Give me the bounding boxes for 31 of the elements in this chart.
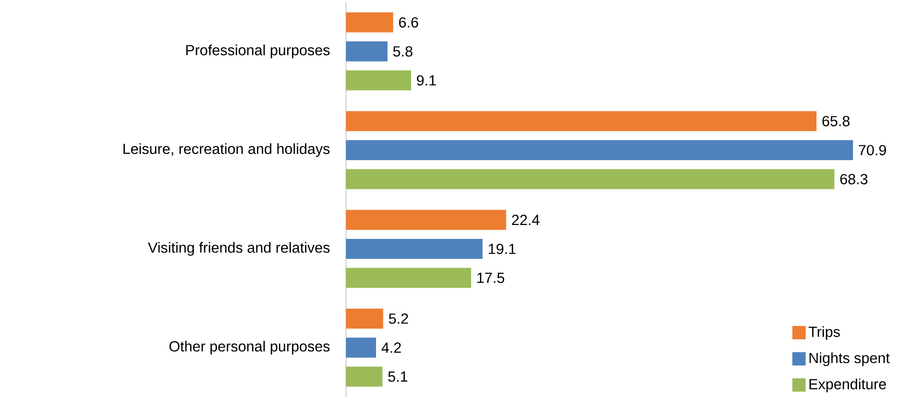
bar	[346, 12, 394, 32]
y-tick-label: Other personal purposes	[169, 340, 330, 354]
bar	[346, 111, 817, 132]
bar	[346, 238, 483, 259]
data-label: 70.9	[858, 144, 886, 156]
data-label: 9.1	[416, 75, 436, 86]
bar	[346, 169, 834, 190]
data-label: 5.1	[388, 372, 408, 382]
bar	[346, 210, 506, 230]
bar	[346, 338, 376, 358]
bar	[346, 70, 412, 90]
y-tick-label: Visiting friends and relatives	[148, 242, 330, 256]
legend-label: Expenditure	[810, 378, 886, 392]
bar	[346, 268, 472, 288]
bar	[346, 41, 388, 62]
data-label: 4.2	[382, 342, 401, 353]
data-label: 17.5	[477, 272, 504, 283]
bar	[346, 140, 853, 160]
bar	[346, 308, 384, 329]
y-tick-label: Leisure, recreation and holidays	[123, 143, 330, 157]
legend-label: Nights spent	[810, 352, 890, 366]
data-label: 22.4	[512, 214, 540, 225]
data-label: 65.8	[822, 116, 850, 126]
y-tick-label: Professional purposes	[186, 44, 330, 58]
data-label: 5.8	[393, 46, 412, 57]
data-label: 68.3	[840, 174, 868, 184]
data-label: 19.1	[488, 244, 516, 254]
bar	[346, 366, 382, 387]
data-label: 5.2	[388, 313, 408, 324]
legend-label: Trips	[808, 326, 840, 340]
data-label: 6.6	[399, 17, 418, 28]
